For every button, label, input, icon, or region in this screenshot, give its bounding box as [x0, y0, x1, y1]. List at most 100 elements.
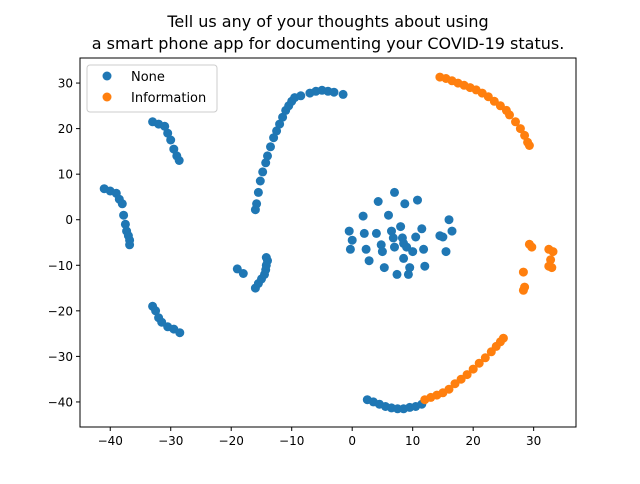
- point-none-84: [405, 263, 415, 273]
- point-information-37: [474, 358, 484, 368]
- point-information-19: [527, 242, 537, 252]
- point-none-65: [364, 256, 374, 266]
- legend: None Information: [86, 64, 218, 113]
- point-none-43: [266, 142, 275, 152]
- point-none-76: [392, 269, 402, 279]
- point-information-12: [505, 110, 514, 120]
- point-none-18: [174, 156, 184, 165]
- point-none-85: [408, 247, 418, 257]
- point-none-67: [373, 197, 383, 206]
- point-information-38: [480, 353, 490, 363]
- x-tick-label: 0: [348, 434, 356, 448]
- point-information-32: [444, 384, 454, 394]
- plot-frame: [79, 57, 577, 428]
- point-none-15: [166, 135, 176, 145]
- point-none-40: [258, 167, 268, 177]
- x-axis: −40 −30 −20 −10 0 10 20 30: [98, 427, 541, 448]
- point-none-71: [384, 210, 393, 220]
- point-none-10: [125, 240, 135, 250]
- y-tick-label: −20: [48, 304, 73, 318]
- point-none-4: [117, 199, 127, 209]
- point-none-5: [119, 210, 129, 220]
- point-information-27: [520, 282, 530, 292]
- point-none-41: [261, 158, 271, 168]
- y-tick-label: −10: [48, 259, 73, 273]
- y-axis: −40 −30 −20 −10 0 10 20 30: [48, 77, 80, 409]
- point-none-57: [329, 87, 339, 97]
- point-none-60: [347, 235, 357, 245]
- chart-title-line-1: Tell us any of your thoughts about using: [166, 12, 488, 31]
- point-none-77: [396, 222, 406, 232]
- point-information-15: [520, 130, 530, 140]
- point-none-86: [411, 232, 421, 242]
- x-tick-label: −30: [158, 434, 183, 448]
- point-none-25: [175, 328, 185, 338]
- point-none-62: [359, 228, 369, 238]
- point-none-39: [255, 176, 265, 186]
- point-none-37: [252, 199, 262, 209]
- legend-marker-none: [102, 71, 112, 81]
- legend-label-none: None: [131, 70, 165, 85]
- point-information-25: [518, 267, 528, 277]
- point-none-75: [390, 242, 399, 252]
- x-tick-label: 10: [405, 434, 420, 448]
- x-tick-label: 20: [466, 434, 481, 448]
- point-none-89: [419, 244, 429, 254]
- point-none-46: [275, 119, 285, 129]
- point-none-47: [278, 112, 288, 122]
- point-none-63: [358, 211, 368, 221]
- point-information-17: [524, 141, 534, 150]
- point-none-61: [345, 244, 355, 254]
- point-none-38: [253, 187, 263, 197]
- x-tick-label: −40: [98, 434, 123, 448]
- point-none-72: [387, 226, 396, 236]
- point-none-59: [344, 226, 354, 236]
- y-tick-label: 0: [65, 213, 73, 227]
- y-tick-label: −40: [48, 395, 73, 409]
- point-none-13: [160, 121, 170, 131]
- point-none-69: [377, 247, 387, 257]
- point-none-81: [400, 199, 410, 209]
- point-none-74: [390, 187, 399, 197]
- y-tick-label: 20: [58, 122, 73, 136]
- point-information-35: [462, 370, 472, 380]
- series-information: [420, 72, 558, 405]
- series-none: [99, 85, 457, 414]
- point-none-35: [261, 253, 271, 262]
- point-none-70: [379, 263, 389, 273]
- chart-title-line-2: a smart phone app for documenting your C…: [92, 34, 565, 53]
- x-tick-label: −10: [279, 434, 304, 448]
- point-none-27: [238, 269, 248, 278]
- point-none-45: [272, 126, 282, 136]
- point-information-36: [468, 364, 478, 374]
- point-none-73: [388, 233, 398, 243]
- point-information-21: [548, 247, 558, 257]
- point-none-16: [169, 144, 179, 154]
- point-none-6: [120, 219, 130, 229]
- point-information-24: [547, 263, 557, 273]
- point-information-42: [498, 333, 508, 343]
- point-none-42: [263, 151, 272, 161]
- point-none-93: [441, 247, 451, 257]
- legend-label-information: Information: [131, 91, 206, 106]
- point-none-68: [376, 240, 386, 250]
- point-none-20: [151, 306, 161, 316]
- x-tick-label: −20: [219, 434, 244, 448]
- point-none-66: [371, 228, 381, 238]
- point-none-87: [413, 195, 422, 205]
- point-information-13: [511, 117, 520, 127]
- point-none-80: [399, 253, 409, 263]
- point-information-14: [515, 124, 525, 134]
- y-tick-label: 30: [58, 77, 73, 91]
- point-none-64: [361, 244, 371, 254]
- point-none-90: [420, 261, 430, 271]
- y-tick-label: 10: [58, 168, 73, 182]
- point-none-44: [269, 133, 279, 143]
- legend-marker-information: [102, 92, 112, 102]
- point-none-94: [444, 215, 454, 225]
- point-none-83: [403, 269, 413, 279]
- point-none-58: [338, 89, 348, 99]
- point-none-52: [296, 91, 306, 101]
